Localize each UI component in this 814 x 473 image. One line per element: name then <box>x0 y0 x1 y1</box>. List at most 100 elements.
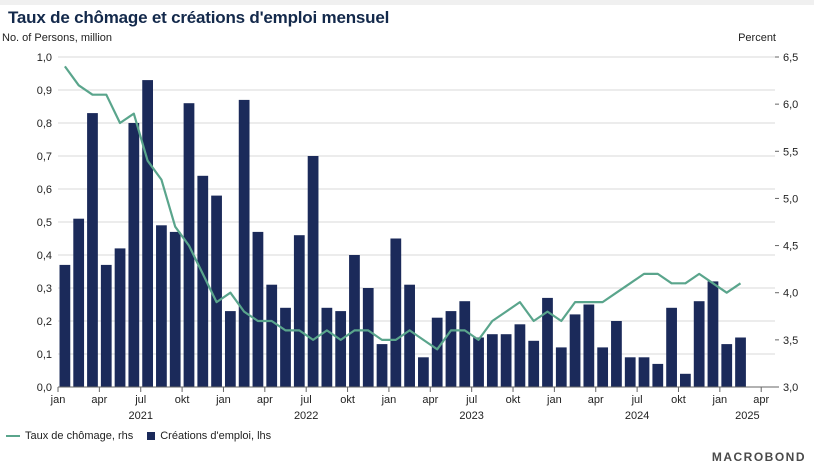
x-year-label: 2023 <box>459 410 483 422</box>
bar-2024-12 <box>707 281 719 387</box>
bar-2023-06 <box>459 301 471 387</box>
bar-2023-12 <box>542 297 553 387</box>
bar-2022-07 <box>307 156 319 387</box>
bar-2023-02 <box>404 284 415 387</box>
bar-2022-08 <box>321 307 333 387</box>
legend-item-line: Taux de chômage, rhs <box>6 430 133 442</box>
x-tick-label: jan <box>50 394 66 406</box>
left-tick-label: 0,8 <box>37 118 52 130</box>
x-tick-label: okt <box>340 394 355 406</box>
x-tick-label: apr <box>257 394 273 406</box>
bar-2023-05 <box>445 311 457 387</box>
left-tick-label: 0,7 <box>37 151 52 163</box>
bar-series <box>59 80 746 388</box>
left-tick-label: 0,4 <box>37 250 52 262</box>
bar-2023-11 <box>528 340 540 387</box>
x-tick-label: apr <box>91 394 107 406</box>
x-tick-label: jul <box>300 394 312 406</box>
bar-2021-05 <box>114 248 126 387</box>
right-tick-label: 3,0 <box>783 382 798 394</box>
left-tick-label: 0,1 <box>37 349 52 361</box>
bar-2024-04 <box>597 347 609 387</box>
x-tick-label: okt <box>506 394 521 406</box>
left-tick-label: 0,3 <box>37 283 52 295</box>
bar-2022-09 <box>335 311 347 387</box>
right-tick-label: 6,5 <box>783 52 798 64</box>
x-tick-label: jan <box>215 394 231 406</box>
x-year-label: 2025 <box>735 410 759 422</box>
x-tick-label: jan <box>381 394 397 406</box>
x-tick-label: apr <box>422 394 438 406</box>
bar-2023-07 <box>473 337 484 387</box>
legend-line-label: Taux de chômage, rhs <box>25 430 134 442</box>
bar-2024-09 <box>666 307 677 387</box>
legend: Taux de chômage, rhs Créations d'emploi,… <box>6 430 271 442</box>
bar-2023-04 <box>431 317 443 387</box>
unemployment-line <box>64 65 742 351</box>
x-tick-label: apr <box>753 394 769 406</box>
bar-2021-12 <box>211 195 222 387</box>
bar-2021-07 <box>142 80 154 387</box>
bar-2023-01 <box>390 238 402 387</box>
bar-2022-04 <box>266 284 278 387</box>
x-tick-label: okt <box>175 394 190 406</box>
bar-2023-09 <box>500 334 512 387</box>
bar-2025-02 <box>735 337 746 387</box>
x-tick-label: jul <box>631 394 643 406</box>
bar-2021-04 <box>100 264 112 387</box>
bar-2021-09 <box>169 231 181 387</box>
right-tick-label: 3,5 <box>783 335 798 347</box>
bar-2025-01 <box>721 344 733 387</box>
x-tick-label: jul <box>465 394 477 406</box>
macrobond-logo: MACROBOND <box>711 450 806 464</box>
right-tick-label: 5,5 <box>783 146 798 158</box>
bar-2021-03 <box>87 113 98 387</box>
bar-2021-11 <box>197 175 209 387</box>
bar-2023-08 <box>486 334 498 387</box>
right-axis-unit: Percent <box>738 32 776 44</box>
axes: 0,0 0,1 0,2 0,3 0,4 0,5 0,6 0,7 0,8 0,9 1,0 3,0 3,5 4… <box>37 52 799 422</box>
bar-2024-05 <box>611 321 622 387</box>
bar-2022-05 <box>280 307 291 387</box>
x-year-label: 2024 <box>625 410 649 422</box>
right-tick-label: 4,0 <box>783 288 798 300</box>
bar-2021-06 <box>128 123 140 387</box>
bar-2024-06 <box>624 357 636 387</box>
x-tick-label: jan <box>546 394 562 406</box>
bar-2022-06 <box>293 235 305 387</box>
chart-title: Taux de chômage et créations d'emploi me… <box>8 8 390 27</box>
bar-2024-10 <box>679 373 691 387</box>
top-strip <box>0 0 814 5</box>
bar-2024-08 <box>652 363 664 387</box>
bar-2023-03 <box>418 357 429 387</box>
x-tick-label: okt <box>671 394 686 406</box>
left-axis-unit: No. of Persons, million <box>2 32 113 44</box>
right-tick-label: 6,0 <box>783 99 798 111</box>
left-tick-label: 0,5 <box>37 217 52 229</box>
bar-2022-01 <box>224 311 236 387</box>
x-year-label: 2022 <box>294 410 318 422</box>
bar-2021-08 <box>156 225 167 387</box>
bar-2021-01 <box>59 264 71 387</box>
left-tick-label: 0,2 <box>37 316 52 328</box>
x-tick-label: apr <box>588 394 604 406</box>
left-tick-label: 0,0 <box>37 382 52 394</box>
bar-2022-03 <box>252 231 264 387</box>
bar-2024-11 <box>693 301 705 387</box>
right-tick-label: 5,0 <box>783 193 798 205</box>
bar-2024-02 <box>569 314 581 387</box>
legend-item-bar: Créations d'emploi, lhs <box>147 430 271 442</box>
x-tick-label: jul <box>134 394 146 406</box>
left-tick-label: 1,0 <box>37 52 52 64</box>
bar-2024-07 <box>638 357 650 387</box>
line-series <box>64 65 742 351</box>
legend-bar-swatch <box>147 432 156 440</box>
left-tick-label: 0,6 <box>37 184 52 196</box>
bar-2022-02 <box>238 99 250 388</box>
bar-2022-10 <box>349 255 360 387</box>
bar-2022-12 <box>376 344 388 387</box>
bar-2021-02 <box>73 218 85 387</box>
x-year-label: 2021 <box>128 410 152 422</box>
legend-bar-label: Créations d'emploi, lhs <box>160 430 272 442</box>
